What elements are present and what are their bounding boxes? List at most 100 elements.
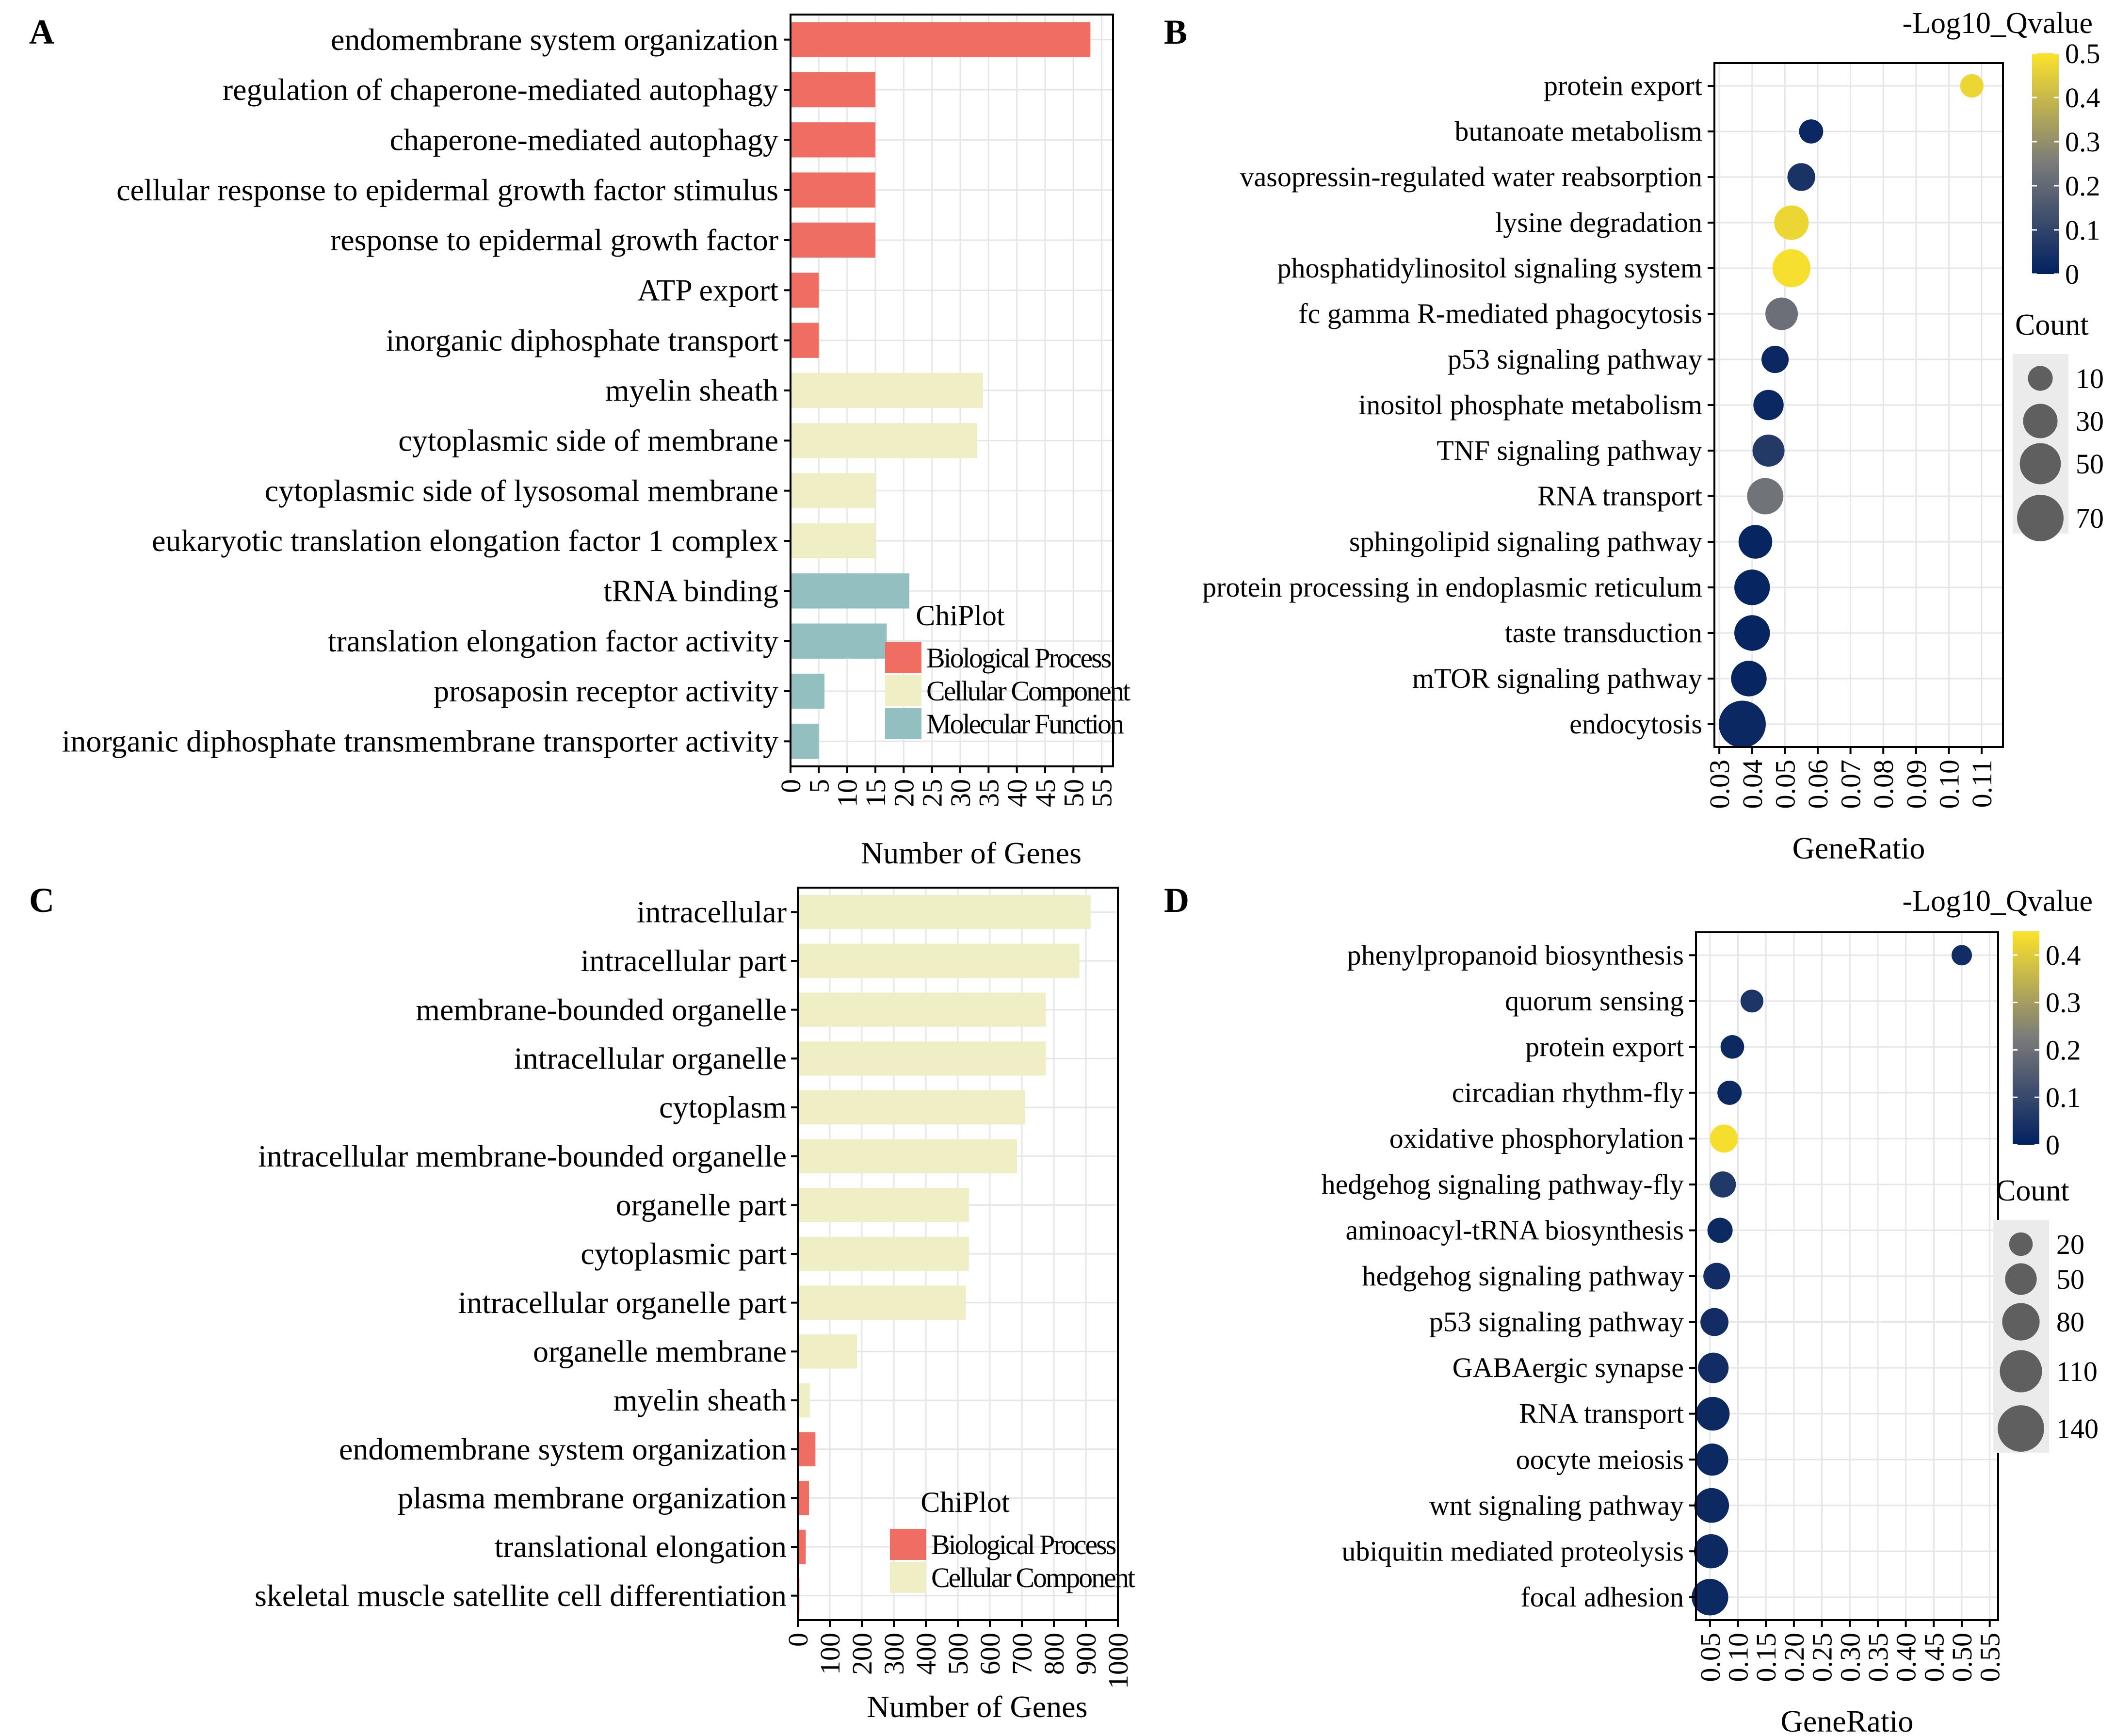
x-tick-label: 900 <box>1070 1633 1102 1675</box>
colorbar-tick-label: 0.4 <box>2065 82 2100 114</box>
category-label: intracellular part <box>581 943 787 978</box>
chart-panel-A: endomembrane system organization regulati… <box>62 14 1132 870</box>
legend-label: Molecular Function <box>926 708 1124 740</box>
size-legend-point <box>2002 1303 2040 1341</box>
bar <box>791 623 887 659</box>
x-tick-label: 200 <box>846 1633 878 1675</box>
legend-swatch-bp <box>890 1529 926 1560</box>
data-point <box>1734 569 1770 605</box>
size-legend-point <box>2005 1263 2037 1295</box>
category-label: cytoplasmic side of membrane <box>398 423 778 457</box>
data-point <box>1740 990 1763 1013</box>
data-point <box>1960 74 1984 98</box>
category-label: lysine degradation <box>1495 207 1702 238</box>
bar <box>798 1090 1025 1125</box>
size-legend-label: 50 <box>2056 1264 2084 1295</box>
x-tick-label: 0.25 <box>1807 1633 1838 1682</box>
category-label: mTOR signaling pathway <box>1412 663 1702 694</box>
colorbar-tick-label: 0.3 <box>2046 987 2081 1019</box>
category-label: translational elongation <box>495 1529 787 1564</box>
data-point <box>1734 615 1770 651</box>
x-tick-label: 0.15 <box>1750 1633 1782 1682</box>
x-tick-label: 0.04 <box>1737 760 1768 809</box>
size-legend-label: 80 <box>2056 1306 2084 1338</box>
category-label: endomembrane system organization <box>339 1432 787 1466</box>
panel-label-B: B <box>1164 13 1187 51</box>
bar <box>791 22 1091 57</box>
x-tick-label: 0.09 <box>1901 760 1932 809</box>
bar <box>791 423 977 458</box>
data-point <box>1700 1308 1729 1336</box>
category-label: phosphatidylinositol signaling system <box>1277 252 1702 284</box>
category-label: phenylpropanoid biosynthesis <box>1347 939 1684 971</box>
data-point <box>1738 525 1773 559</box>
data-point <box>1787 163 1815 191</box>
bar <box>798 943 1080 978</box>
data-point <box>1753 389 1784 421</box>
data-point <box>1707 1217 1733 1243</box>
category-label: inorganic diphosphate transport <box>386 323 779 357</box>
colorbar <box>2032 53 2059 274</box>
x-tick-label: 45 <box>1030 779 1061 807</box>
data-point <box>1696 1444 1728 1476</box>
category-label: skeletal muscle satellite cell different… <box>255 1578 787 1613</box>
category-label: RNA transport <box>1537 480 1702 512</box>
size-legend-point <box>2028 366 2053 391</box>
x-tick-label: 55 <box>1086 779 1118 807</box>
x-tick-label: 0 <box>782 1633 814 1647</box>
category-label: myelin sheath <box>614 1383 787 1417</box>
x-tick-label: 0.55 <box>1974 1633 2006 1682</box>
category-label: organelle part <box>616 1187 787 1222</box>
x-axis-title: Number of Genes <box>861 836 1082 870</box>
x-tick-label: 400 <box>910 1633 942 1675</box>
legend-swatch-cc <box>885 675 921 706</box>
bar <box>798 1139 1017 1173</box>
size-legend-label: 10 <box>2076 363 2104 394</box>
bar <box>791 122 875 158</box>
data-point <box>1718 700 1766 748</box>
size-legend-label: 20 <box>2056 1229 2084 1260</box>
x-tick-label: 35 <box>973 779 1004 807</box>
colorbar-tick-label: 0 <box>2046 1129 2060 1161</box>
category-label: inositol phosphate metabolism <box>1358 389 1702 421</box>
colorbar-tick-label: 0.4 <box>2046 940 2081 971</box>
category-label: GABAergic synapse <box>1453 1352 1684 1383</box>
size-legend-title: Count <box>1996 1174 2069 1207</box>
category-label: intracellular membrane-bounded organelle <box>258 1139 787 1173</box>
x-tick-label: 0.06 <box>1802 760 1834 809</box>
data-point <box>1731 661 1767 697</box>
category-label: endomembrane system organization <box>331 22 778 57</box>
category-label: protein export <box>1525 1031 1684 1062</box>
bar <box>798 1188 969 1222</box>
category-label: oxidative phosphorylation <box>1389 1123 1684 1154</box>
category-label: hedgehog signaling pathway <box>1362 1260 1684 1292</box>
category-label: TNF signaling pathway <box>1437 435 1702 466</box>
category-label: focal adhesion <box>1520 1581 1684 1613</box>
x-tick-label: 700 <box>1006 1633 1038 1675</box>
colorbar-tick-label: 0.2 <box>2046 1034 2081 1066</box>
panel-label-D: D <box>1164 881 1189 920</box>
legend-title: ChiPlot <box>920 1486 1010 1518</box>
colorbar-tick-label: 0.2 <box>2065 170 2100 202</box>
category-label: aminoacyl-tRNA biosynthesis <box>1345 1215 1684 1246</box>
bar <box>791 222 875 258</box>
x-tick-label: 0 <box>775 779 807 793</box>
category-label: hedgehog signaling pathway-fly <box>1322 1168 1684 1200</box>
size-legend-point <box>1998 1405 2044 1452</box>
chart-panel-B: protein export butanoate metabolism vasopr… <box>1202 7 2104 865</box>
size-legend-point <box>2017 495 2064 541</box>
category-label: organelle membrane <box>533 1334 787 1368</box>
x-tick-label: 30 <box>945 779 976 807</box>
x-axis-title: GeneRatio <box>1781 1704 1914 1736</box>
x-tick-label: 0.05 <box>1695 1633 1726 1682</box>
legend-swatch-mf <box>885 708 921 739</box>
legend-swatch-bp <box>885 642 921 673</box>
x-tick-label: 0.11 <box>1966 760 1998 808</box>
colorbar-tick-label: 0.3 <box>2065 126 2100 158</box>
bar <box>791 273 819 308</box>
x-tick-label: 0.45 <box>1918 1633 1950 1682</box>
category-label: cytoplasmic side of lysosomal membrane <box>265 473 778 508</box>
category-label: cytoplasm <box>659 1090 787 1124</box>
x-axis-title: GeneRatio <box>1792 831 1925 865</box>
